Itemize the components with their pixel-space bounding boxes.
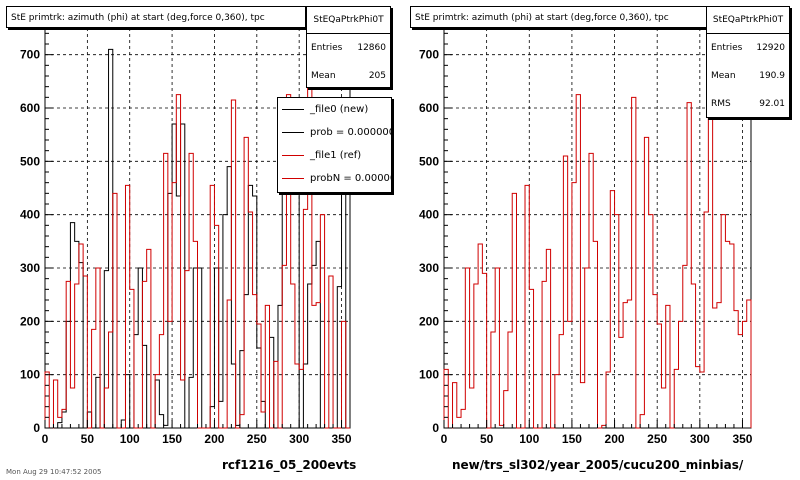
stats-label: Entries <box>311 43 343 53</box>
x-tick-label: 350 <box>732 432 752 446</box>
x-tick-label: 200 <box>605 432 625 446</box>
right-panel-title: StE primtrk: azimuth (phi) at start (deg… <box>410 6 708 28</box>
y-tick-label: 0 <box>432 421 439 435</box>
stats-row: Entries 12920 <box>707 34 789 62</box>
x-tick-label: 0 <box>441 432 448 446</box>
left-caption: rcf1216_05_200evts <box>222 458 357 472</box>
right-caption: new/trs_sl302/year_2005/cucu200_minbias/ <box>452 458 744 472</box>
legend-label: prob = 0.000000 <box>310 127 392 138</box>
y-tick-label: 500 <box>20 154 40 168</box>
legend-item-prob: prob = 0.000000 <box>278 121 391 144</box>
y-tick-label: 400 <box>419 208 439 222</box>
x-tick-label: 200 <box>204 432 224 446</box>
x-tick-label: 100 <box>120 432 140 446</box>
stats-value: 205 <box>368 71 386 81</box>
stats-row: Mean 205 <box>307 62 390 90</box>
y-tick-label: 0 <box>33 421 40 435</box>
y-tick-label: 100 <box>20 368 40 382</box>
left-stats-box: StEQaPtrkPhi0T Entries 12860 Mean 205 <box>306 6 391 88</box>
left-histogram-plot: 0 50 100 150 200 250 300 350 0 100 200 300 400 500 600… <box>20 27 352 446</box>
y-tick-label: 200 <box>419 314 439 328</box>
stats-value: 190.9 <box>759 71 785 81</box>
x-tick-label: 0 <box>42 432 49 446</box>
y-tick-label: 500 <box>419 154 439 168</box>
stats-label: Mean <box>311 71 336 81</box>
y-tick-label: 300 <box>20 261 40 275</box>
x-tick-label: 100 <box>519 432 539 446</box>
y-tick-label: 600 <box>20 101 40 115</box>
legend-label: probN = 0.000000 <box>310 173 391 184</box>
x-tick-label: 50 <box>81 432 95 446</box>
y-tick-label: 400 <box>20 208 40 222</box>
right-histogram-plot: 0 50 100 150 200 250 300 350 0 100 200 300 400 500 600… <box>419 27 753 446</box>
stats-row: Mean 190.9 <box>707 62 789 90</box>
y-tick-label: 300 <box>419 261 439 275</box>
x-tick-label: 350 <box>332 432 352 446</box>
stats-name: StEQaPtrkPhi0T <box>707 7 789 34</box>
histogram-series-1-0 <box>443 48 752 429</box>
x-tick-label: 150 <box>162 432 182 446</box>
x-tick-label: 250 <box>647 432 667 446</box>
stats-label: Mean <box>711 71 736 81</box>
left-legend: _file0 (new) prob = 0.000000 _file1 (ref… <box>277 97 392 193</box>
y-tick-label: 700 <box>419 48 439 62</box>
y-tick-label: 700 <box>20 48 40 62</box>
stats-value: 12860 <box>357 43 386 53</box>
stats-label: RMS <box>711 99 731 109</box>
legend-label: _file1 (ref) <box>310 150 362 161</box>
legend-item-file0: _file0 (new) <box>278 98 391 121</box>
x-tick-label: 50 <box>480 432 494 446</box>
stats-row: Entries 12860 <box>307 34 390 62</box>
x-tick-label: 250 <box>247 432 267 446</box>
x-tick-label: 300 <box>690 432 710 446</box>
footer-timestamp: Mon Aug 29 10:47:52 2005 <box>6 468 102 476</box>
x-tick-label: 300 <box>289 432 309 446</box>
x-tick-label: 150 <box>562 432 582 446</box>
stats-value: 12920 <box>756 43 785 53</box>
legend-item-file1: _file1 (ref) <box>278 144 391 167</box>
legend-label: _file0 (new) <box>310 104 369 115</box>
stats-value: 92.01 <box>759 99 785 109</box>
stats-label: Entries <box>711 43 743 53</box>
legend-item-probN: probN = 0.000000 <box>278 167 391 190</box>
y-tick-label: 200 <box>20 314 40 328</box>
y-tick-label: 100 <box>419 368 439 382</box>
histogram-series-0-1 <box>44 48 350 429</box>
left-panel-title: StE primtrk: azimuth (phi) at start (deg… <box>6 6 306 28</box>
stats-row: RMS 92.01 <box>707 90 789 118</box>
stats-name: StEQaPtrkPhi0T <box>307 7 390 34</box>
y-tick-label: 600 <box>419 101 439 115</box>
right-stats-box: StEQaPtrkPhi0T Entries 12920 Mean 190.9 RM… <box>706 6 790 118</box>
